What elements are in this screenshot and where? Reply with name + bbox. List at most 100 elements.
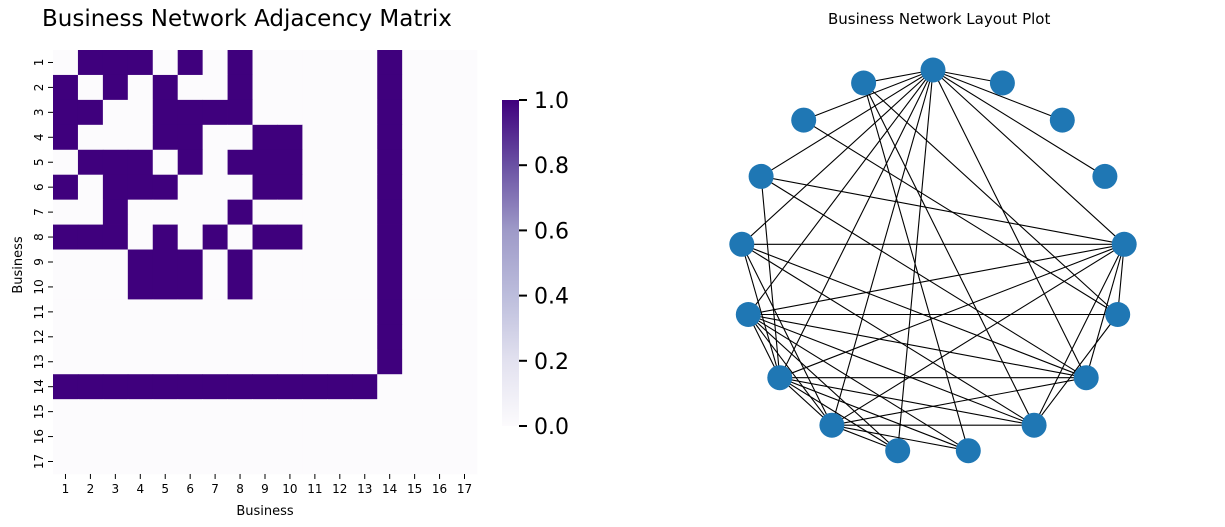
heatmap-cell-16-5	[152, 424, 179, 450]
heatmap-cell-1-10	[277, 50, 303, 76]
heatmap-cell-1-13	[352, 50, 378, 76]
network-edge-0-10	[831, 69, 934, 426]
heatmap-cell-5-10	[277, 149, 303, 176]
heatmap-cell-1-1	[53, 50, 79, 76]
heatmap-cell-5-3	[102, 149, 129, 176]
heatmap-cell-4-13	[352, 124, 378, 151]
heatmap-cell-9-10	[277, 249, 303, 275]
heatmap-cell-16-1	[53, 424, 79, 450]
heatmap-cell-13-7	[202, 349, 228, 375]
heatmap-cell-6-6	[177, 174, 204, 201]
heatmap-cell-2-6	[177, 74, 204, 101]
heatmap-cell-4-5	[152, 124, 179, 151]
heatmap-cell-12-10	[277, 324, 303, 350]
heatmap-cell-3-13	[352, 99, 378, 126]
heatmap-cell-8-16	[427, 224, 453, 250]
heatmap-cell-15-14	[377, 399, 403, 425]
heatmap-cell-9-11	[302, 249, 328, 275]
heatmap-cell-15-7	[202, 399, 228, 425]
heatmap-cell-9-3	[102, 249, 129, 275]
heatmap-cell-6-3	[102, 174, 129, 201]
network-edge-8-11	[779, 377, 969, 452]
network-edge-5-16	[863, 82, 1119, 315]
heatmap-cell-7-13	[352, 199, 378, 225]
heatmap-cell-10-10	[277, 274, 303, 300]
heatmap-cell-5-6	[177, 149, 204, 176]
network-edge-9-11	[779, 377, 898, 452]
heatmap-cell-13-2	[77, 349, 104, 375]
network-node-7	[1021, 412, 1047, 438]
heatmap-cell-2-16	[427, 74, 453, 101]
y-tick-label-7: 7	[32, 208, 46, 216]
network-node-10	[819, 412, 845, 438]
heatmap-cell-2-2	[77, 74, 104, 101]
heatmap-cell-5-4	[127, 149, 154, 176]
network-edge-4-11	[779, 243, 1125, 379]
heatmap-cell-10-13	[352, 274, 378, 300]
heatmap-cell-9-1	[53, 249, 79, 275]
x-tick-label-1: 1	[62, 482, 70, 496]
colorbar-ticks: 0.0 0.2 0.4 0.6 0.8 1.0	[519, 89, 569, 440]
heatmap-cell-8-1	[53, 224, 79, 250]
heatmap-y-axis-label: Business	[11, 236, 26, 294]
heatmap-cell-13-16	[427, 349, 453, 375]
heatmap-cell-14-10	[277, 374, 303, 400]
heatmap-cell-14-2	[77, 374, 104, 400]
network-nodes	[729, 57, 1137, 464]
heatmap-cell-12-16	[427, 324, 453, 350]
heatmap-cell-10-12	[327, 274, 353, 300]
heatmap-cell-7-3	[102, 199, 129, 225]
network-edge-8-12	[748, 314, 969, 452]
heatmap-cell-13-5	[152, 349, 179, 375]
heatmap-cell-3-15	[402, 99, 428, 126]
heatmap-cell-3-1	[53, 99, 79, 126]
heatmap-x-axis-label: Business	[236, 504, 294, 519]
heatmap-cell-11-1	[53, 299, 79, 325]
heatmap-cell-17-1	[53, 449, 79, 475]
heatmap-cell-14-16	[427, 374, 453, 400]
heatmap-cell-1-9	[252, 50, 278, 76]
heatmap-cell-4-3	[102, 124, 129, 151]
x-tick-label-7: 7	[211, 482, 219, 496]
heatmap-cell-12-8	[227, 324, 253, 350]
heatmap-cell-10-3	[102, 274, 129, 300]
heatmap-cell-2-13	[352, 74, 378, 101]
heatmap-cell-7-10	[277, 199, 303, 225]
network-node-2	[1049, 107, 1075, 133]
heatmap-cell-11-15	[402, 299, 428, 325]
x-tick-label-4: 4	[136, 482, 144, 496]
heatmap-cell-15-9	[252, 399, 278, 425]
heatmap-cell-5-5	[152, 149, 179, 176]
heatmap-cell-11-6	[177, 299, 204, 325]
heatmap-cell-5-14	[377, 149, 403, 176]
heatmap-cell-17-4	[127, 449, 154, 475]
y-tick-label-1: 1	[32, 59, 46, 67]
heatmap-cell-3-16	[427, 99, 453, 126]
heatmap-cell-10-2	[77, 274, 104, 300]
heatmap-cell-5-2	[77, 149, 104, 176]
network-edge-6-14	[760, 175, 1087, 379]
heatmap-cell-9-17	[452, 249, 478, 275]
heatmap-cell-12-15	[402, 324, 428, 350]
heatmap-cell-13-8	[227, 349, 253, 375]
heatmap-cell-7-5	[152, 199, 179, 225]
heatmap-cell-8-6	[177, 224, 204, 250]
heatmap-cell-15-13	[352, 399, 378, 425]
heatmap-cell-5-11	[302, 149, 328, 176]
heatmap-cell-3-12	[327, 99, 353, 126]
heatmap-cell-10-11	[302, 274, 328, 300]
heatmap-cell-10-9	[252, 274, 278, 300]
heatmap-cell-11-10	[277, 299, 303, 325]
network-edge-0-13	[741, 69, 934, 245]
network-edge-4-7	[1033, 244, 1125, 426]
heatmap-cell-4-17	[452, 124, 478, 151]
heatmap-cell-3-4	[127, 99, 154, 126]
heatmap-cell-6-15	[402, 174, 428, 201]
x-tick-label-3: 3	[112, 482, 120, 496]
heatmap-title: Business Network Adjacency Matrix	[42, 6, 452, 32]
heatmap-cell-10-5	[152, 274, 179, 300]
y-tick-label-3: 3	[32, 109, 46, 117]
heatmap-cell-4-12	[327, 124, 353, 151]
y-tick-label-11: 11	[32, 304, 46, 319]
